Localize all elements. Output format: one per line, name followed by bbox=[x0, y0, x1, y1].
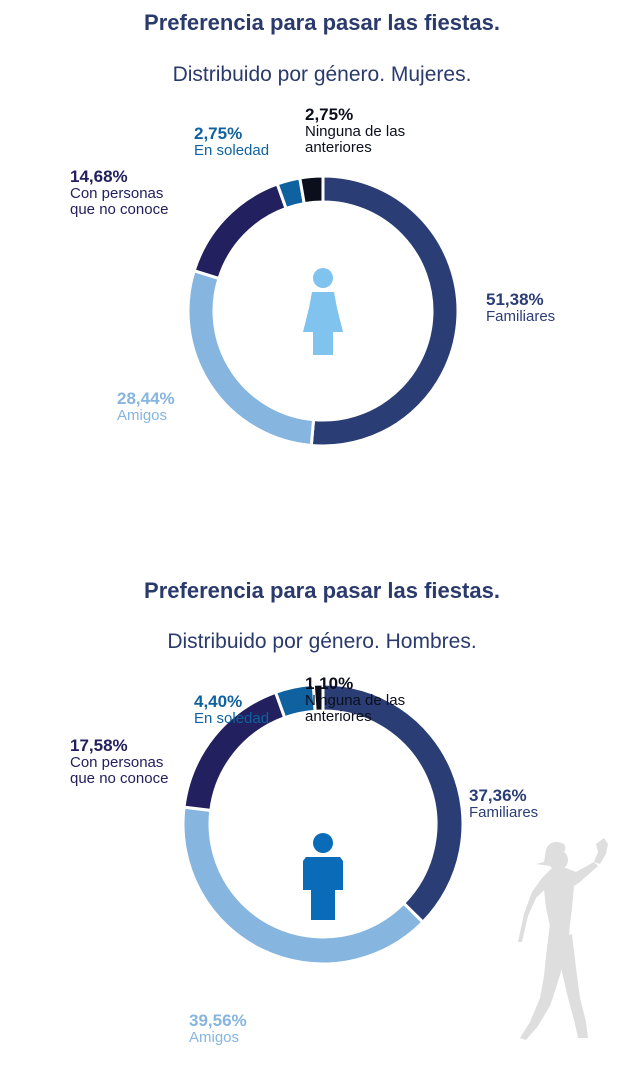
donut-chart-men bbox=[181, 682, 465, 966]
label-name-line: Con personas bbox=[70, 753, 164, 771]
label-name-line: anteriores bbox=[305, 707, 372, 725]
label-name: Familiares bbox=[469, 803, 539, 821]
label-soledad: 4,40% En soledad bbox=[194, 693, 269, 727]
chart-subtitle: Distribuido por género. Mujeres. bbox=[172, 63, 472, 86]
label-amigos: 39,56% Amigos bbox=[189, 1012, 247, 1046]
label-pct: 28,44% bbox=[117, 389, 175, 408]
slice-ninguna bbox=[311, 682, 325, 713]
label-name-line: Con personas bbox=[70, 184, 164, 202]
slice-familiares bbox=[309, 174, 460, 448]
label-personas: 17,58% Con personas que no conoce bbox=[70, 737, 168, 786]
label-personas: 14,68% Con personas que no conoce bbox=[70, 168, 168, 217]
label-soledad: 2,75% En soledad bbox=[194, 125, 269, 159]
chart-title: Preferencia para pasar las fiestas. bbox=[144, 10, 500, 35]
label-name-line: que no conoce bbox=[70, 769, 169, 787]
label-pct: 2,75% bbox=[305, 105, 354, 124]
label-name-line: que no conoce bbox=[70, 200, 169, 218]
woman-silhouette-illustration bbox=[518, 838, 608, 1040]
label-name: Familiares bbox=[486, 307, 556, 325]
label-amigos: 28,44% Amigos bbox=[117, 390, 175, 424]
donut-chart-women bbox=[186, 174, 460, 448]
chart-title: Preferencia para pasar las fiestas. bbox=[144, 578, 500, 603]
label-pct: 51,38% bbox=[486, 290, 544, 309]
label-pct: 2,75% bbox=[194, 124, 243, 143]
label-ninguna: 2,75% Ninguna de las anteriores bbox=[305, 106, 405, 155]
label-name: En soledad bbox=[194, 709, 270, 727]
label-name: En soledad bbox=[194, 141, 270, 159]
label-pct: 4,40% bbox=[194, 692, 243, 711]
label-name-line: Ninguna de las bbox=[305, 122, 406, 140]
label-name: Amigos bbox=[189, 1028, 240, 1046]
slice-ninguna bbox=[298, 174, 325, 206]
label-pct: 17,58% bbox=[70, 736, 128, 755]
label-name: Amigos bbox=[117, 406, 168, 424]
label-familiares: 37,36% Familiares bbox=[469, 787, 538, 821]
chart-section-women: Preferencia para pasar las fiestas. Dist… bbox=[70, 10, 555, 448]
label-pct: 1,10% bbox=[305, 674, 354, 693]
man-figure-icon bbox=[303, 833, 343, 920]
label-pct: 14,68% bbox=[70, 167, 128, 186]
label-familiares: 51,38% Familiares bbox=[486, 291, 555, 325]
label-pct: 37,36% bbox=[469, 786, 527, 805]
label-ninguna: 1,10% Ninguna de las anteriores bbox=[305, 675, 405, 724]
woman-figure-icon bbox=[303, 268, 343, 355]
label-name-line: anteriores bbox=[305, 138, 372, 156]
slice-personas bbox=[192, 182, 288, 281]
slice-amigos bbox=[181, 805, 425, 966]
label-name-line: Ninguna de las bbox=[305, 691, 406, 709]
slice-amigos bbox=[186, 268, 316, 448]
chart-subtitle: Distribuido por género. Hombres. bbox=[167, 630, 477, 653]
label-pct: 39,56% bbox=[189, 1011, 247, 1030]
chart-section-men: Preferencia para pasar las fiestas. Dist… bbox=[0, 540, 624, 1080]
